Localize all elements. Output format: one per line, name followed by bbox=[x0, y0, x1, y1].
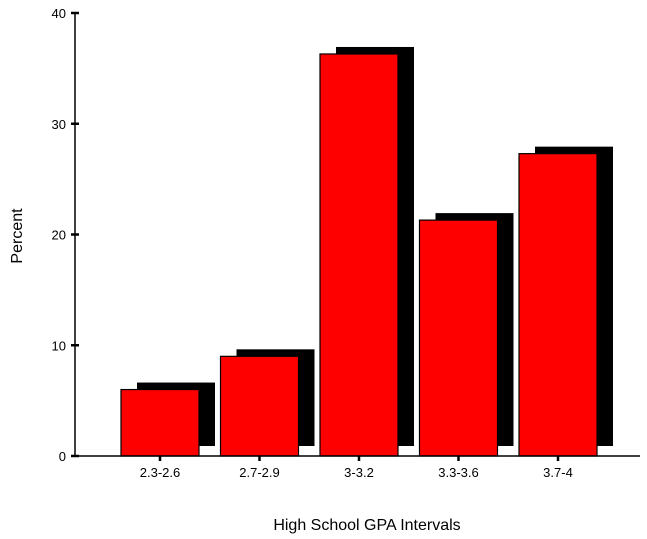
x-ticks: 2.3-2.6 2.7-2.9 3-3.2 3.3-3.6 3.7-4 bbox=[140, 456, 573, 480]
bars bbox=[120, 53, 598, 457]
y-axis-title: Percent bbox=[9, 208, 26, 264]
y-tick-label: 30 bbox=[52, 117, 66, 132]
bar bbox=[518, 153, 598, 457]
x-tick-label: 3-3.2 bbox=[344, 465, 374, 480]
y-tick-label: 0 bbox=[59, 449, 66, 464]
bar bbox=[219, 355, 300, 457]
y-tick-label: 10 bbox=[52, 338, 66, 353]
bar bbox=[120, 388, 200, 457]
y-tick-label: 40 bbox=[52, 6, 66, 21]
bar bbox=[319, 53, 399, 457]
bar bbox=[418, 219, 499, 457]
y-tick-label: 20 bbox=[52, 228, 66, 243]
x-tick-label: 2.7-2.9 bbox=[239, 465, 279, 480]
x-axis-title: High School GPA Intervals bbox=[273, 517, 460, 534]
y-ticks: 0 10 20 30 40 bbox=[52, 6, 79, 464]
x-tick-label: 3.3-3.6 bbox=[438, 465, 478, 480]
x-tick-label: 3.7-4 bbox=[543, 465, 573, 480]
x-tick-label: 2.3-2.6 bbox=[140, 465, 180, 480]
